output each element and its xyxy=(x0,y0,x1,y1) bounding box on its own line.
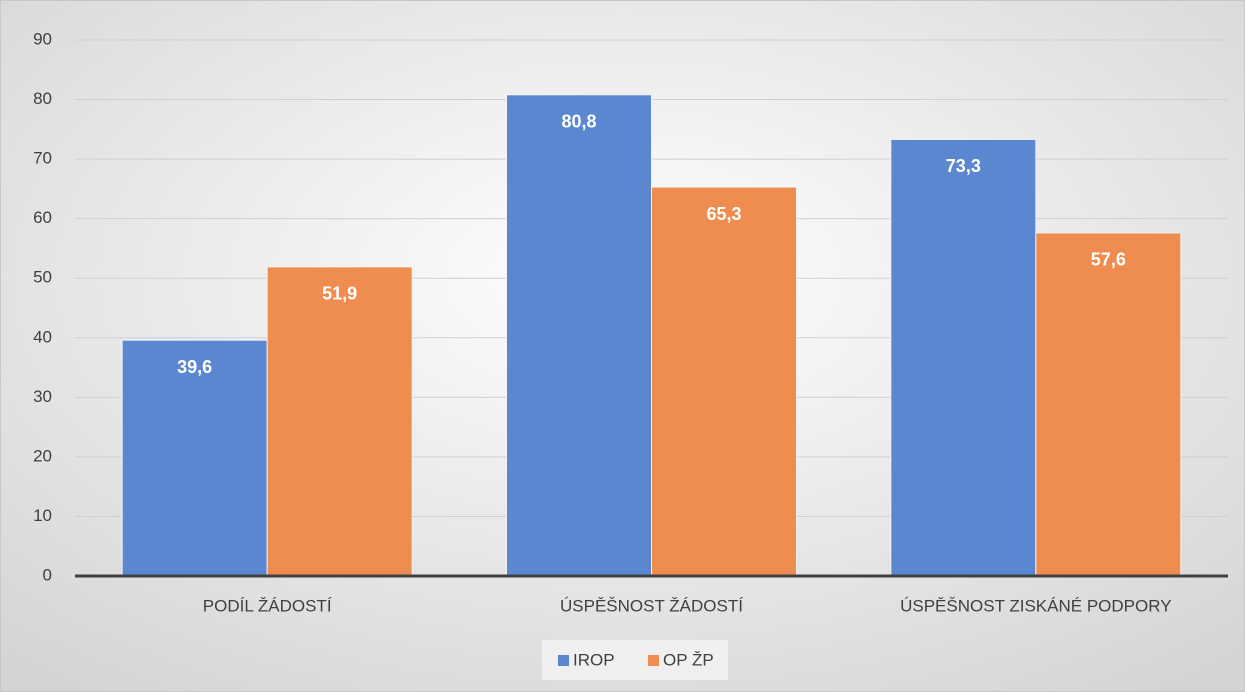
value-label: 57,6 xyxy=(1091,250,1126,270)
y-tick-label: 70 xyxy=(33,149,52,168)
bar xyxy=(506,94,652,577)
bar xyxy=(651,186,797,577)
x-tick-label: PODÍL ŽÁDOSTÍ xyxy=(203,596,332,615)
y-tick-label: 20 xyxy=(33,446,52,465)
x-tick-label: ÚSPĚŠNOST ZISKÁNÉ PODPORY xyxy=(900,596,1171,615)
y-tick-label: 0 xyxy=(43,565,52,584)
y-tick-label: 50 xyxy=(33,268,52,287)
bar xyxy=(890,138,1037,577)
bar xyxy=(266,266,413,577)
value-label: 80,8 xyxy=(561,112,596,132)
legend-box xyxy=(542,640,728,680)
y-tick-label: 60 xyxy=(33,208,52,227)
value-label: 51,9 xyxy=(322,284,357,304)
value-label: 73,3 xyxy=(946,156,981,176)
bar xyxy=(121,339,268,577)
value-label: 65,3 xyxy=(706,204,741,224)
legend-swatch xyxy=(558,655,569,666)
legend-swatch xyxy=(648,655,659,666)
value-label: 39,6 xyxy=(177,357,212,377)
legend-label: IROP xyxy=(573,650,615,669)
y-tick-label: 40 xyxy=(33,327,52,346)
y-tick-label: 30 xyxy=(33,387,52,406)
legend-label: OP ŽP xyxy=(663,650,714,669)
y-tick-label: 90 xyxy=(33,29,52,48)
y-tick-label: 10 xyxy=(33,506,52,525)
x-tick-label: ÚSPĚŠNOST ŽÁDOSTÍ xyxy=(560,596,743,615)
bar xyxy=(1035,232,1182,577)
y-tick-label: 80 xyxy=(33,89,52,108)
